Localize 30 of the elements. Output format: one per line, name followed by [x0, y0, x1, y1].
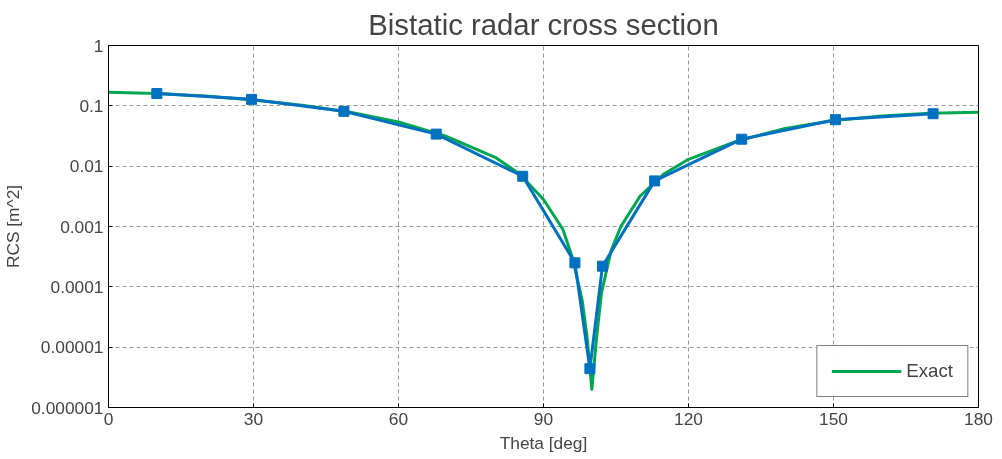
y-tick-label: 0.00001	[40, 337, 104, 358]
x-tick-label: 180	[964, 408, 993, 429]
point	[829, 114, 841, 126]
y-tick-label: 0.001	[60, 216, 104, 237]
point	[517, 170, 529, 182]
y-tick-label: 0.01	[69, 156, 104, 177]
point	[927, 108, 939, 120]
x-tick-label: 120	[674, 408, 703, 429]
point	[596, 260, 608, 272]
y-axis-title: RCS [m^2]	[3, 184, 24, 269]
x-tick-label: 30	[243, 408, 264, 429]
point	[649, 175, 661, 187]
chart-title: Bistatic radar cross section	[368, 7, 719, 41]
x-axis-title: Theta [deg]	[499, 432, 588, 453]
x-tick-label: 0	[103, 408, 114, 429]
y-tick-label: 0.000001	[31, 397, 104, 418]
x-tick-label: 150	[819, 408, 848, 429]
y-tick-label: 0.1	[79, 95, 104, 116]
point	[569, 257, 581, 269]
x-tick-label: 60	[388, 408, 409, 429]
x-tick-label: 90	[533, 408, 554, 429]
point	[736, 133, 748, 145]
y-tick-label: 1	[93, 35, 104, 56]
legend-label: Exact	[906, 360, 953, 382]
point	[584, 363, 596, 375]
point	[246, 93, 258, 105]
point	[430, 128, 442, 140]
y-tick-label: 0.0001	[50, 276, 104, 297]
point	[151, 88, 163, 100]
point	[338, 105, 350, 117]
